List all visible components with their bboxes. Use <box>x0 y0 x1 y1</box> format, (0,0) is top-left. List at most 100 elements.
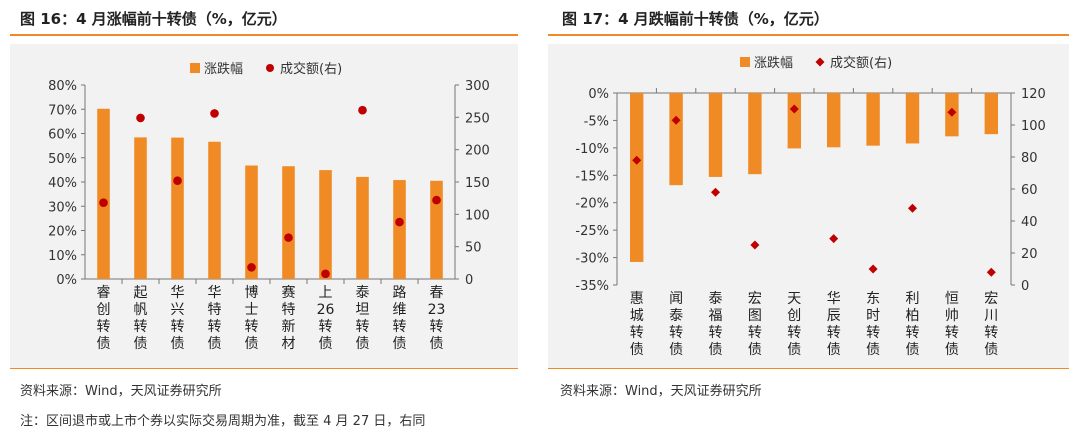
left-y-left-tick-label: 70% <box>48 103 77 118</box>
right-marker <box>789 104 799 114</box>
right-marker <box>829 234 839 244</box>
left-bar <box>356 176 369 279</box>
right-marker <box>947 107 957 117</box>
right-legend-bar-swatch <box>740 57 750 67</box>
right-y-left-tick-label: -25% <box>575 224 609 239</box>
right-y-right-tick-label: 80 <box>1021 151 1038 166</box>
left-y-left-tick-label: 10% <box>48 249 77 264</box>
left-y-left-tick-label: 30% <box>48 200 77 215</box>
right-y-right-tick-label: 0 <box>1021 279 1029 294</box>
right-bottom-rule <box>548 368 1069 369</box>
right-bar <box>827 93 841 148</box>
right-marker <box>986 267 996 277</box>
left-y-right-tick-label: 250 <box>465 111 490 126</box>
left-bar <box>319 170 332 279</box>
right-marker <box>868 264 878 274</box>
right-bar <box>984 93 998 135</box>
left-figure-title: 图 16：4 月涨幅前十转债（%，亿元） <box>20 10 287 28</box>
left-y-right-tick-label: 300 <box>465 79 490 94</box>
left-marker <box>173 176 182 186</box>
left-marker <box>432 195 441 205</box>
left-category-label: 路维转债 <box>393 285 407 352</box>
left-y-left-tick-label: 60% <box>48 128 77 143</box>
right-y-left-tick-label: -20% <box>575 197 609 212</box>
right-marker <box>671 115 681 125</box>
left-y-right-tick-label: 200 <box>465 144 490 159</box>
left-bar <box>245 165 258 279</box>
right-category-label: 宏图转债 <box>748 291 762 358</box>
left-marker <box>321 269 330 279</box>
left-bar <box>282 166 295 279</box>
left-y-left-tick-label: 80% <box>48 79 77 94</box>
right-bar <box>787 93 801 149</box>
right-category-label: 泰福转债 <box>709 291 723 358</box>
left-marker <box>210 109 219 118</box>
right-category-label: 恒帅转债 <box>945 291 959 358</box>
left-category-label: 华特转债 <box>208 285 222 352</box>
left-category-label: 上 26 转债 <box>317 285 335 352</box>
left-marker <box>395 217 404 227</box>
left-y-right-tick-label: 0 <box>465 273 473 288</box>
right-bar <box>669 93 683 186</box>
right-marker <box>750 240 760 250</box>
left-y-left-tick-label: 0% <box>56 273 77 288</box>
left-legend-marker-label: 成交额(右) <box>280 61 342 77</box>
left-marker <box>284 233 293 242</box>
right-marker <box>908 203 917 213</box>
left-marker <box>99 198 108 207</box>
right-category-label: 惠城转债 <box>630 291 644 358</box>
right-category-label: 东时转债 <box>866 291 880 358</box>
right-y-left-tick-label: -10% <box>575 142 609 157</box>
right-category-label: 闻泰转债 <box>669 291 683 358</box>
right-legend-bar-label: 涨跌幅 <box>754 55 793 71</box>
left-category-label: 春 23 转债 <box>428 285 446 352</box>
left-category-label: 起帆转债 <box>134 285 148 352</box>
left-marker <box>247 263 256 272</box>
left-category-label: 华兴转债 <box>171 285 185 352</box>
footnote: 注：区间退市或上市个券以实际交易周期为准，截至 4 月 27 日，右同 <box>20 414 426 429</box>
right-y-right-tick-label: 100 <box>1021 119 1046 134</box>
left-source: 资料来源：Wind，天风证券研究所 <box>20 384 222 399</box>
right-bar <box>866 93 880 146</box>
left-marker <box>136 113 145 123</box>
right-figure-title: 图 17：4 月跌幅前十转债（%，亿元） <box>562 10 829 28</box>
right-y-left-tick-label: -35% <box>575 279 609 294</box>
left-category-label: 赛特新材 <box>282 285 296 352</box>
left-bar <box>97 108 110 279</box>
right-y-right-tick-label: 60 <box>1021 183 1038 198</box>
right-bar <box>905 93 920 144</box>
right-bar <box>630 93 644 262</box>
left-legend-marker-swatch <box>266 64 274 72</box>
left-category-label: 睿创转债 <box>97 285 111 352</box>
right-legend-marker-label: 成交额(右) <box>830 55 892 71</box>
left-category-label: 泰坦转债 <box>356 285 370 352</box>
right-y-left-tick-label: -15% <box>575 169 609 184</box>
right-bar <box>748 93 762 175</box>
right-y-left-tick-label: -5% <box>584 114 609 129</box>
left-y-right-tick-label: 50 <box>465 241 482 256</box>
left-y-left-tick-label: 40% <box>48 176 77 191</box>
left-legend-bar-swatch <box>190 63 200 73</box>
left-y-left-tick-label: 20% <box>48 225 77 240</box>
left-category-label: 博士转债 <box>245 284 259 352</box>
right-category-label: 宏川转债 <box>984 291 998 358</box>
left-bar <box>171 137 184 279</box>
left-title-rule <box>10 34 518 36</box>
right-category-label: 华辰转债 <box>827 291 841 358</box>
left-y-right-tick-label: 150 <box>465 176 490 191</box>
right-category-label: 天创转债 <box>787 291 801 358</box>
left-bar <box>134 137 147 279</box>
right-title-rule <box>548 34 1069 36</box>
right-category-label: 利柏转债 <box>906 291 920 358</box>
right-y-right-tick-label: 40 <box>1021 215 1038 230</box>
right-marker <box>632 155 642 165</box>
left-marker <box>358 105 367 115</box>
left-bar <box>208 141 221 279</box>
left-y-right-tick-label: 100 <box>465 208 490 223</box>
left-bar <box>393 180 406 279</box>
right-source: 资料来源：Wind，天风证券研究所 <box>560 384 762 399</box>
right-bar <box>708 93 723 177</box>
right-marker <box>711 187 720 197</box>
right-legend-marker-swatch <box>815 57 825 67</box>
